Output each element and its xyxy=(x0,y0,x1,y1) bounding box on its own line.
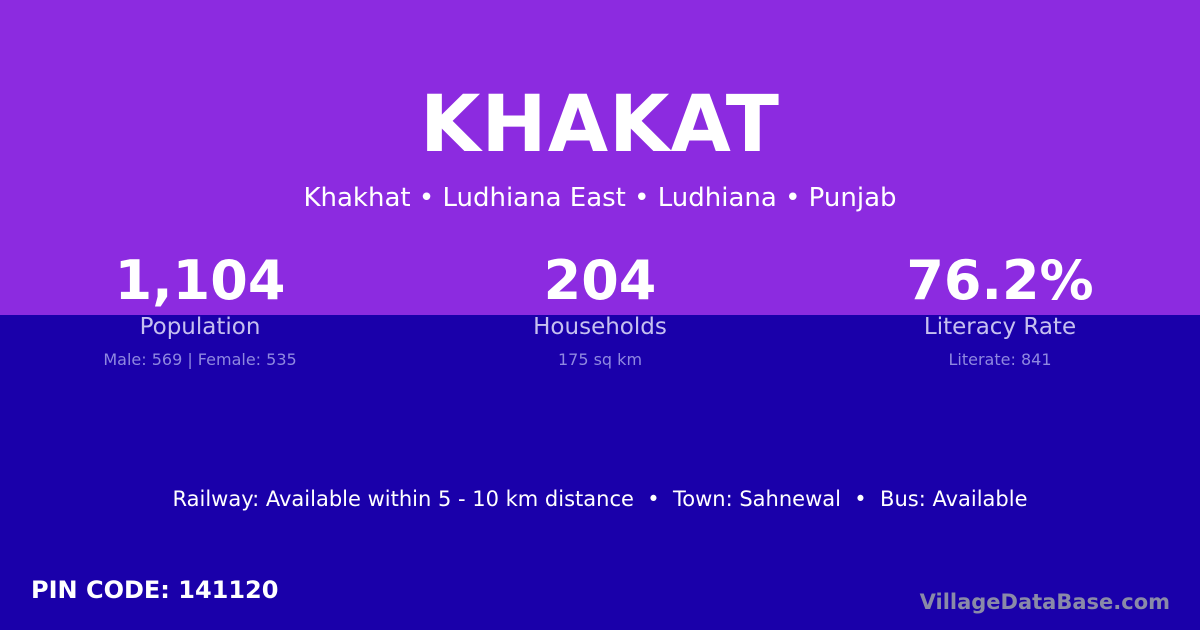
stat-label: Literacy Rate xyxy=(923,314,1077,340)
brand-watermark: VillageDataBase.com xyxy=(919,590,1170,614)
stat-value: 204 xyxy=(543,249,657,312)
stat-population: 1,104 Population Male: 569 | Female: 535 xyxy=(0,249,400,370)
stat-label: Households xyxy=(533,314,667,340)
amenities-info: Railway: Available within 5 - 10 km dist… xyxy=(172,487,1028,511)
stat-detail: Male: 569 | Female: 535 xyxy=(103,350,297,369)
stat-label: Population xyxy=(139,314,261,340)
stat-value: 1,104 xyxy=(114,249,286,312)
stat-literacy: 76.2% Literacy Rate Literate: 841 xyxy=(800,249,1200,370)
stat-detail: 175 sq km xyxy=(557,350,643,369)
header-band xyxy=(0,0,1200,315)
pin-code: PIN CODE: 141120 xyxy=(31,576,279,604)
village-title: KHAKAT xyxy=(419,80,781,170)
location-breadcrumb: Khakhat • Ludhiana East • Ludhiana • Pun… xyxy=(303,183,897,213)
stat-households: 204 Households 175 sq km xyxy=(400,249,800,370)
stat-value: 76.2% xyxy=(906,249,1094,312)
footer-band xyxy=(0,315,1200,630)
stat-detail: Literate: 841 xyxy=(948,350,1052,369)
